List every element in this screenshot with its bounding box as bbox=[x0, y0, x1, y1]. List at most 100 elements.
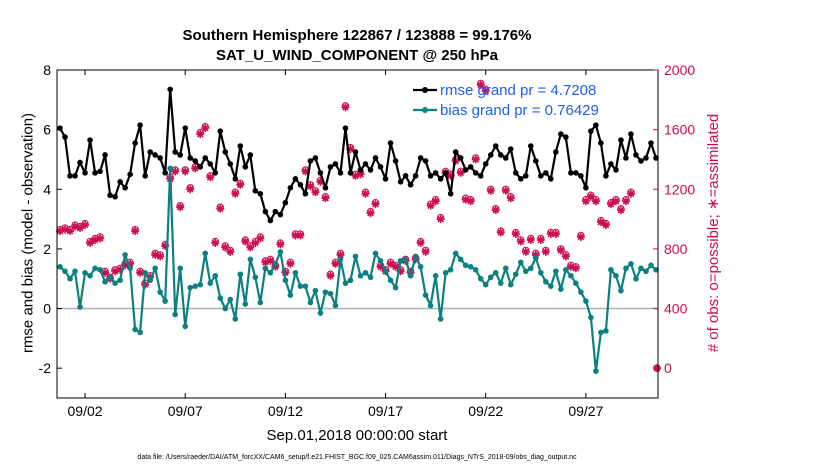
bias-point bbox=[352, 253, 359, 260]
obs-possible-marker bbox=[431, 196, 440, 204]
rmse-point bbox=[152, 152, 158, 158]
rmse-point bbox=[392, 158, 399, 164]
rmse-point bbox=[67, 173, 73, 179]
rmse-point bbox=[447, 190, 454, 197]
bias-point bbox=[227, 296, 234, 303]
rmse-point bbox=[487, 152, 494, 158]
bias-point bbox=[357, 272, 364, 279]
bias-point bbox=[217, 295, 224, 301]
rmse-point bbox=[362, 161, 369, 167]
bias-point bbox=[392, 284, 399, 291]
rmse-point bbox=[107, 192, 113, 199]
obs-possible-marker bbox=[416, 237, 425, 246]
obs-possible-marker bbox=[502, 185, 510, 193]
bias-point bbox=[72, 268, 78, 275]
obs-possible-marker bbox=[366, 207, 375, 216]
rmse-point bbox=[192, 158, 199, 164]
obs-possible-marker bbox=[572, 263, 580, 271]
rmse-point bbox=[387, 140, 394, 146]
rmse-point bbox=[302, 190, 309, 197]
rmse-point bbox=[232, 176, 239, 182]
rmse-point bbox=[517, 176, 524, 182]
rmse-point bbox=[327, 164, 334, 170]
rmse-point bbox=[558, 131, 564, 137]
obs-possible-marker bbox=[602, 219, 610, 228]
rmse-point bbox=[227, 161, 234, 167]
obs-possible-marker bbox=[196, 128, 204, 137]
bias-point bbox=[102, 278, 108, 285]
y2-tick-label: 400 bbox=[664, 301, 688, 317]
rmse-point bbox=[132, 140, 138, 146]
obs-possible-marker bbox=[276, 239, 285, 247]
obs-possible-marker bbox=[206, 172, 214, 180]
bias-point bbox=[132, 326, 138, 333]
bias-point bbox=[337, 256, 344, 263]
y2-tick-label: 0 bbox=[664, 360, 672, 376]
x-tick-label: 09/07 bbox=[168, 403, 203, 419]
bias-point bbox=[402, 256, 409, 263]
chart-subtitle: SAT_U_WIND_COMPONENT @ 250 hPa bbox=[216, 47, 498, 64]
bias-point bbox=[457, 256, 464, 263]
obs-possible-marker bbox=[487, 185, 495, 193]
bias-point bbox=[377, 258, 384, 264]
bias-point bbox=[187, 284, 194, 291]
obs-possible-marker bbox=[562, 251, 570, 259]
rmse-point bbox=[167, 86, 173, 93]
rmse-point bbox=[543, 170, 549, 176]
rmse-point bbox=[507, 146, 514, 152]
rmse-point bbox=[62, 134, 68, 140]
bias-point bbox=[147, 277, 153, 284]
obs-possible-marker bbox=[296, 230, 305, 238]
bias-point bbox=[287, 292, 294, 298]
bias-point bbox=[452, 250, 459, 257]
bias-point bbox=[532, 255, 539, 261]
rmse-point bbox=[242, 164, 249, 170]
y-tick-label: 8 bbox=[43, 62, 51, 78]
bias-point bbox=[517, 259, 524, 266]
bias-series-line bbox=[59, 167, 657, 373]
rmse-point bbox=[172, 149, 178, 155]
rmse-point bbox=[638, 158, 644, 164]
rmse-point bbox=[97, 168, 103, 175]
rmse-point bbox=[92, 170, 98, 176]
y2-tick-label: 1200 bbox=[664, 181, 695, 197]
bias-point bbox=[87, 272, 93, 279]
bias-point bbox=[302, 283, 309, 289]
bias-point bbox=[262, 265, 269, 272]
rmse-point bbox=[252, 187, 259, 194]
rmse-point bbox=[462, 167, 469, 173]
rmse-point bbox=[112, 193, 118, 200]
bias-point bbox=[578, 289, 584, 295]
rmse-point bbox=[563, 134, 569, 140]
rmse-point bbox=[332, 161, 339, 167]
legend-entry: rmse grand pr = 4.7208 bbox=[440, 82, 596, 99]
rmse-point bbox=[82, 170, 88, 176]
rmse-point bbox=[598, 140, 604, 146]
obs-possible-marker bbox=[241, 236, 250, 244]
obs-possible-marker bbox=[81, 219, 89, 228]
obs-possible-marker bbox=[151, 249, 159, 258]
bias-point bbox=[628, 261, 634, 267]
legend-entry: bias grand pr = 0.76429 bbox=[440, 102, 599, 119]
bias-point bbox=[497, 280, 504, 287]
data-file-footer: data file: /Users/raeder/DAI/ATM_forcXX/… bbox=[137, 454, 577, 461]
rmse-point bbox=[643, 155, 649, 161]
rmse-point bbox=[342, 125, 349, 131]
obs-possible-marker bbox=[256, 233, 265, 241]
obs-possible-marker bbox=[286, 258, 295, 267]
bias-point bbox=[467, 264, 474, 270]
bias-point bbox=[603, 328, 609, 334]
rmse-point bbox=[527, 143, 534, 149]
rmse-point bbox=[177, 152, 184, 158]
bias-point bbox=[197, 281, 204, 288]
rmse-point bbox=[472, 170, 479, 176]
rmse-point bbox=[442, 170, 449, 176]
bias-point bbox=[152, 265, 158, 272]
bias-point bbox=[432, 272, 439, 279]
bias-point bbox=[207, 280, 214, 287]
y2-tick-label: 800 bbox=[664, 241, 688, 257]
rmse-point bbox=[297, 182, 304, 188]
rmse-point bbox=[427, 173, 434, 179]
rmse-point bbox=[202, 155, 209, 161]
bias-point bbox=[482, 281, 489, 288]
